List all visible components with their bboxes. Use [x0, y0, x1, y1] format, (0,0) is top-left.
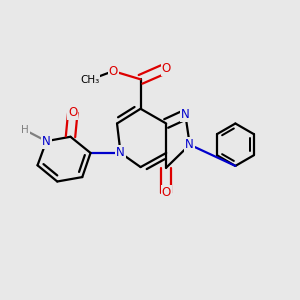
- Text: N: N: [181, 108, 190, 121]
- Text: O: O: [68, 106, 77, 119]
- Text: CH₃: CH₃: [80, 75, 99, 85]
- Text: O: O: [109, 64, 118, 78]
- Text: O: O: [162, 186, 171, 199]
- Text: N: N: [42, 135, 51, 148]
- Text: N: N: [116, 146, 125, 159]
- Text: N: N: [185, 138, 194, 151]
- Text: O: O: [162, 61, 171, 75]
- Text: H: H: [21, 125, 29, 135]
